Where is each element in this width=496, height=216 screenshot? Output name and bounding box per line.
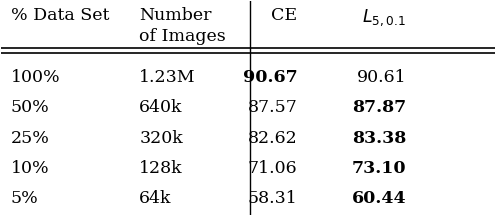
Text: $\mathit{L}_{5,0.1}$: $\mathit{L}_{5,0.1}$ <box>363 7 406 28</box>
Text: 87.87: 87.87 <box>352 100 406 116</box>
Text: 1.23M: 1.23M <box>139 70 196 86</box>
Text: 58.31: 58.31 <box>248 190 298 207</box>
Text: 10%: 10% <box>10 160 49 177</box>
Text: 90.61: 90.61 <box>357 70 406 86</box>
Text: 5%: 5% <box>10 190 38 207</box>
Text: 90.67: 90.67 <box>243 70 298 86</box>
Text: 100%: 100% <box>10 70 60 86</box>
Text: 64k: 64k <box>139 190 172 207</box>
Text: 25%: 25% <box>10 130 50 146</box>
Text: CE: CE <box>271 7 298 24</box>
Text: Number
of Images: Number of Images <box>139 7 226 45</box>
Text: 50%: 50% <box>10 100 49 116</box>
Text: 640k: 640k <box>139 100 183 116</box>
Text: 320k: 320k <box>139 130 183 146</box>
Text: 82.62: 82.62 <box>248 130 298 146</box>
Text: % Data Set: % Data Set <box>10 7 109 24</box>
Text: 71.06: 71.06 <box>248 160 298 177</box>
Text: 128k: 128k <box>139 160 183 177</box>
Text: 83.38: 83.38 <box>352 130 406 146</box>
Text: 60.44: 60.44 <box>352 190 406 207</box>
Text: 87.57: 87.57 <box>248 100 298 116</box>
Text: 73.10: 73.10 <box>352 160 406 177</box>
